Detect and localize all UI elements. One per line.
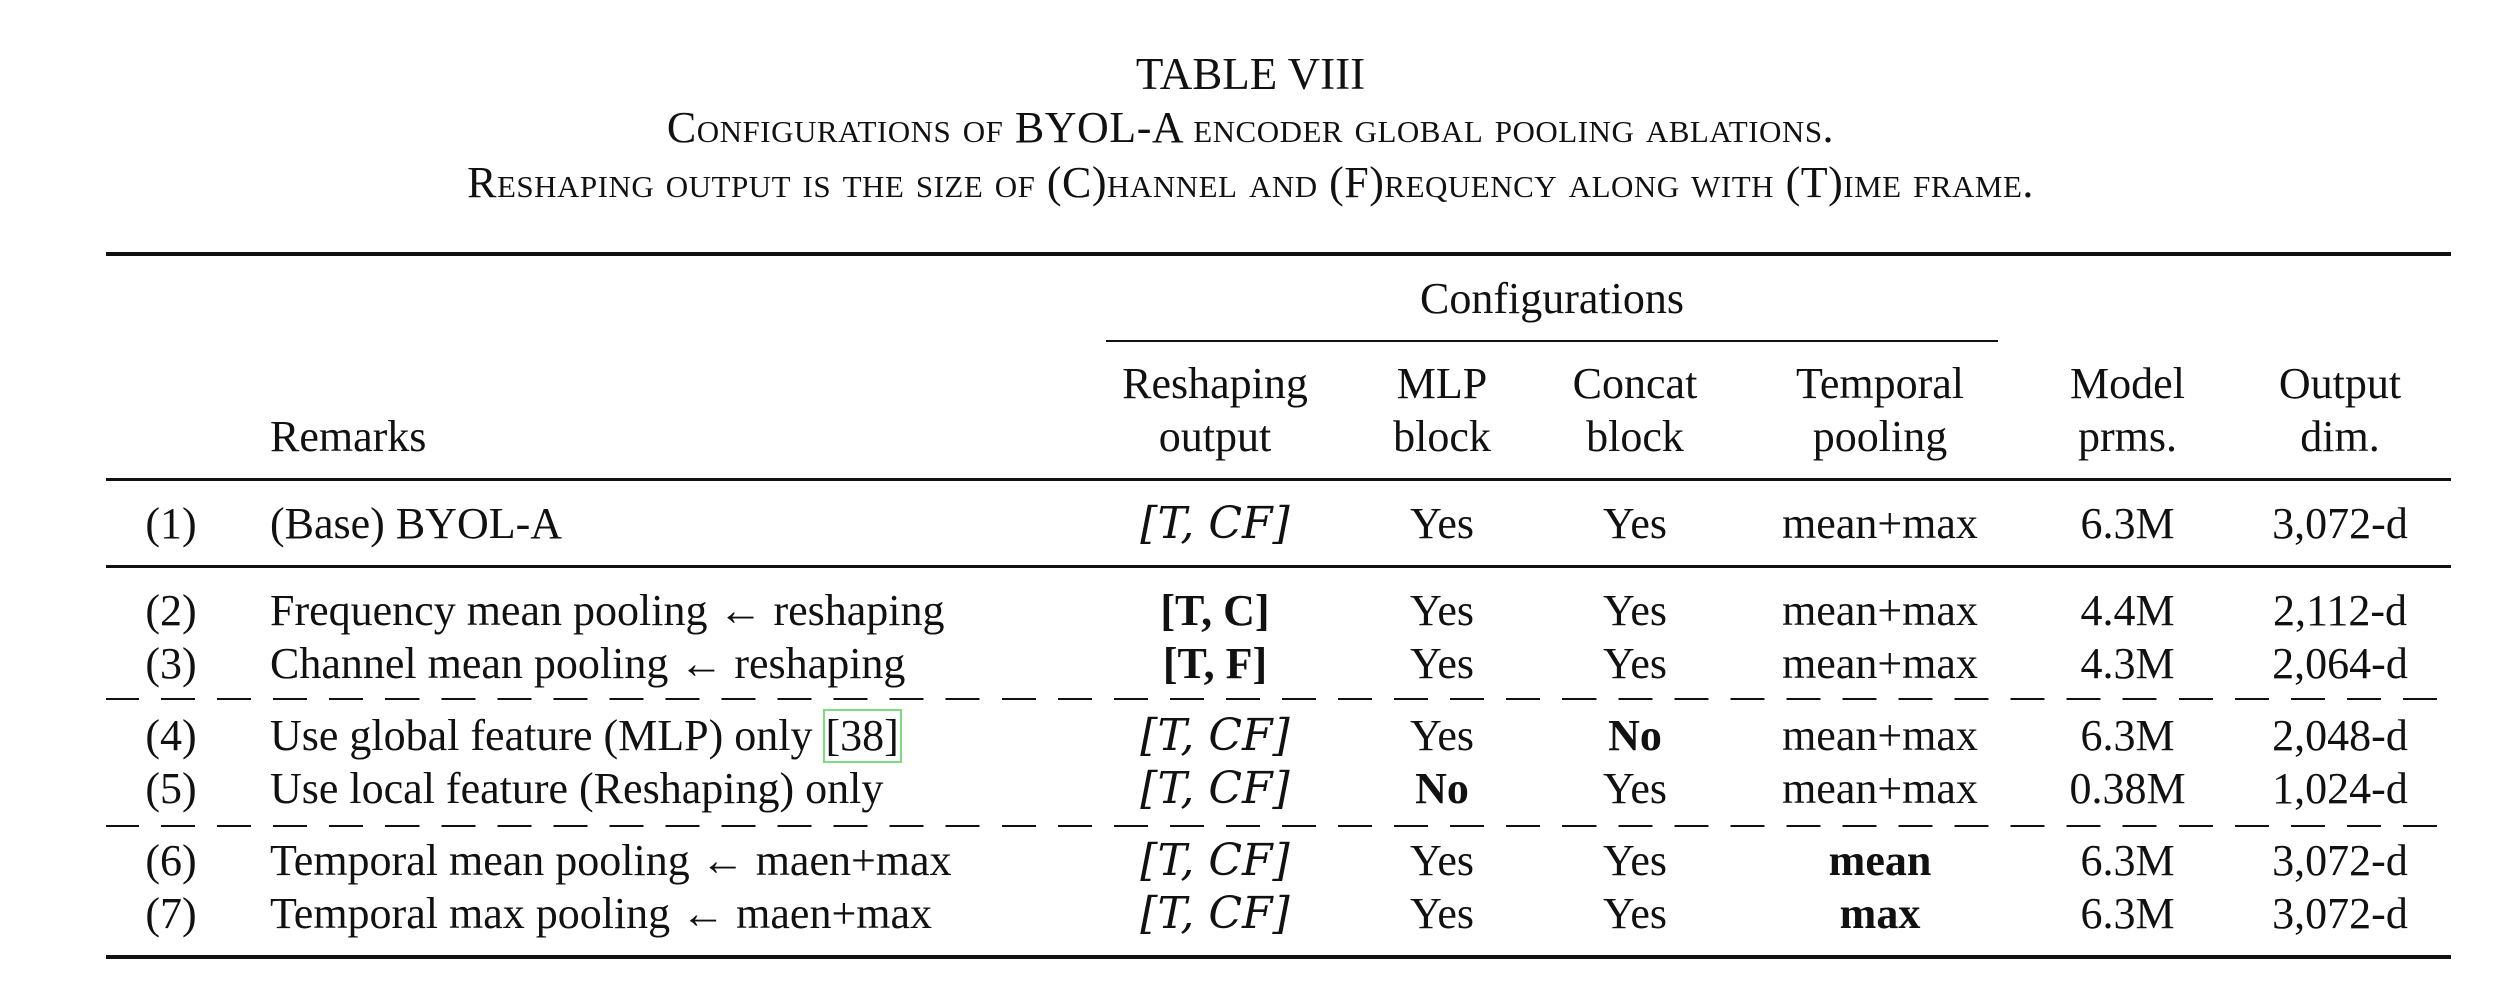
row-4-reshape: [T, CF] (1140, 710, 1290, 761)
row-7-dim: 3,072-d (2272, 889, 2408, 938)
row-4-remark-text: Use global feature (MLP) only (270, 711, 824, 760)
row-5-mlp: No (1415, 764, 1469, 813)
row-7-remark: Temporal max pooling ← maen+max (270, 889, 933, 938)
header-temporal-2: pooling (1812, 412, 1948, 461)
dashed-rule-2 (106, 825, 2451, 827)
row-3-temporal: mean+max (1782, 639, 1978, 688)
row-7-params: 6.3M (2080, 889, 2175, 938)
row-7-id: (7) (145, 889, 197, 938)
row-6-params: 6.3M (2080, 836, 2175, 885)
row-3-reshape: [T, F] (1162, 639, 1268, 688)
header-temporal-1: Temporal (1796, 359, 1964, 408)
group-rule-1 (106, 565, 2451, 568)
configurations-underline (1106, 340, 1998, 342)
row-7-reshape: [T, CF] (1140, 888, 1290, 939)
row-4-mlp: Yes (1409, 711, 1475, 760)
row-1-params: 6.3M (2080, 499, 2175, 548)
row-5-reshape: [T, CF] (1140, 763, 1290, 814)
row-3-id: (3) (145, 639, 197, 688)
row-4-params: 6.3M (2080, 711, 2175, 760)
row-3-params: 4.3M (2080, 639, 2175, 688)
row-1-dim: 3,072-d (2272, 499, 2408, 548)
row-2-mlp: Yes (1409, 586, 1475, 635)
row-7-mlp: Yes (1409, 889, 1475, 938)
header-concat-2: block (1586, 412, 1684, 461)
row-1-concat: Yes (1602, 499, 1668, 548)
table-title: TABLE VIII (1135, 49, 1366, 99)
header-reshaping-2: output (1158, 412, 1272, 461)
table-caption-line-1: Configurations of BYOL-A encoder global … (666, 103, 1835, 152)
row-2-temporal: mean+max (1782, 586, 1978, 635)
row-1-temporal: mean+max (1782, 499, 1978, 548)
row-4-remark: Use global feature (MLP) only [38] (270, 709, 902, 763)
row-5-dim: 1,024-d (2272, 764, 2408, 813)
row-5-params: 0.38M (2069, 764, 2186, 813)
row-5-id: (5) (145, 764, 197, 813)
row-6-id: (6) (145, 836, 197, 885)
row-2-concat: Yes (1602, 586, 1668, 635)
header-concat-1: Concat (1572, 359, 1698, 408)
header-output-2: dim. (2300, 412, 2380, 461)
row-7-concat: Yes (1602, 889, 1668, 938)
row-2-id: (2) (145, 586, 197, 635)
header-output-1: Output (2278, 359, 2402, 408)
citation-link[interactable]: [38] (822, 709, 902, 763)
header-configurations: Configurations (1420, 274, 1684, 323)
row-5-temporal: mean+max (1782, 764, 1978, 813)
row-2-dim: 2,112-d (2272, 586, 2408, 635)
row-3-dim: 2,064-d (2272, 639, 2408, 688)
header-mlp-1: MLP (1396, 359, 1488, 408)
row-1-id: (1) (145, 499, 197, 548)
header-rule (106, 478, 2451, 481)
header-remarks: Remarks (270, 412, 427, 461)
row-7-temporal: max (1839, 889, 1921, 938)
row-6-dim: 3,072-d (2272, 836, 2408, 885)
row-5-remark: Use local feature (Reshaping) only (270, 764, 884, 813)
header-reshaping-1: Reshaping (1122, 359, 1308, 408)
row-3-concat: Yes (1602, 639, 1668, 688)
row-6-temporal: mean (1828, 836, 1932, 885)
row-2-params: 4.4M (2080, 586, 2175, 635)
row-6-reshape: [T, CF] (1140, 835, 1290, 886)
top-rule (106, 252, 2451, 256)
header-mlp-2: block (1393, 412, 1491, 461)
row-2-remark: Frequency mean pooling ← reshaping (270, 586, 945, 635)
row-3-remark: Channel mean pooling ← reshaping (270, 639, 906, 688)
row-4-concat: No (1608, 711, 1662, 760)
bottom-rule (106, 955, 2451, 959)
row-4-dim: 2,048-d (2272, 711, 2408, 760)
row-6-mlp: Yes (1409, 836, 1475, 885)
row-1-remark: (Base) BYOL-A (270, 499, 563, 548)
dashed-rule-1 (106, 698, 2451, 700)
row-6-remark: Temporal mean pooling ← maen+max (270, 836, 952, 885)
row-1-mlp: Yes (1409, 499, 1475, 548)
header-model-1: Model (2070, 359, 2185, 408)
row-5-concat: Yes (1602, 764, 1668, 813)
row-6-concat: Yes (1602, 836, 1668, 885)
header-model-2: prms. (2078, 412, 2177, 461)
row-3-mlp: Yes (1409, 639, 1475, 688)
table-caption-line-2: Reshaping output is the size of (C)hanne… (467, 158, 2034, 207)
row-1-reshape: [T, CF] (1140, 498, 1290, 549)
row-2-reshape: [T, C] (1160, 586, 1270, 635)
row-4-id: (4) (145, 711, 197, 760)
row-4-temporal: mean+max (1782, 711, 1978, 760)
